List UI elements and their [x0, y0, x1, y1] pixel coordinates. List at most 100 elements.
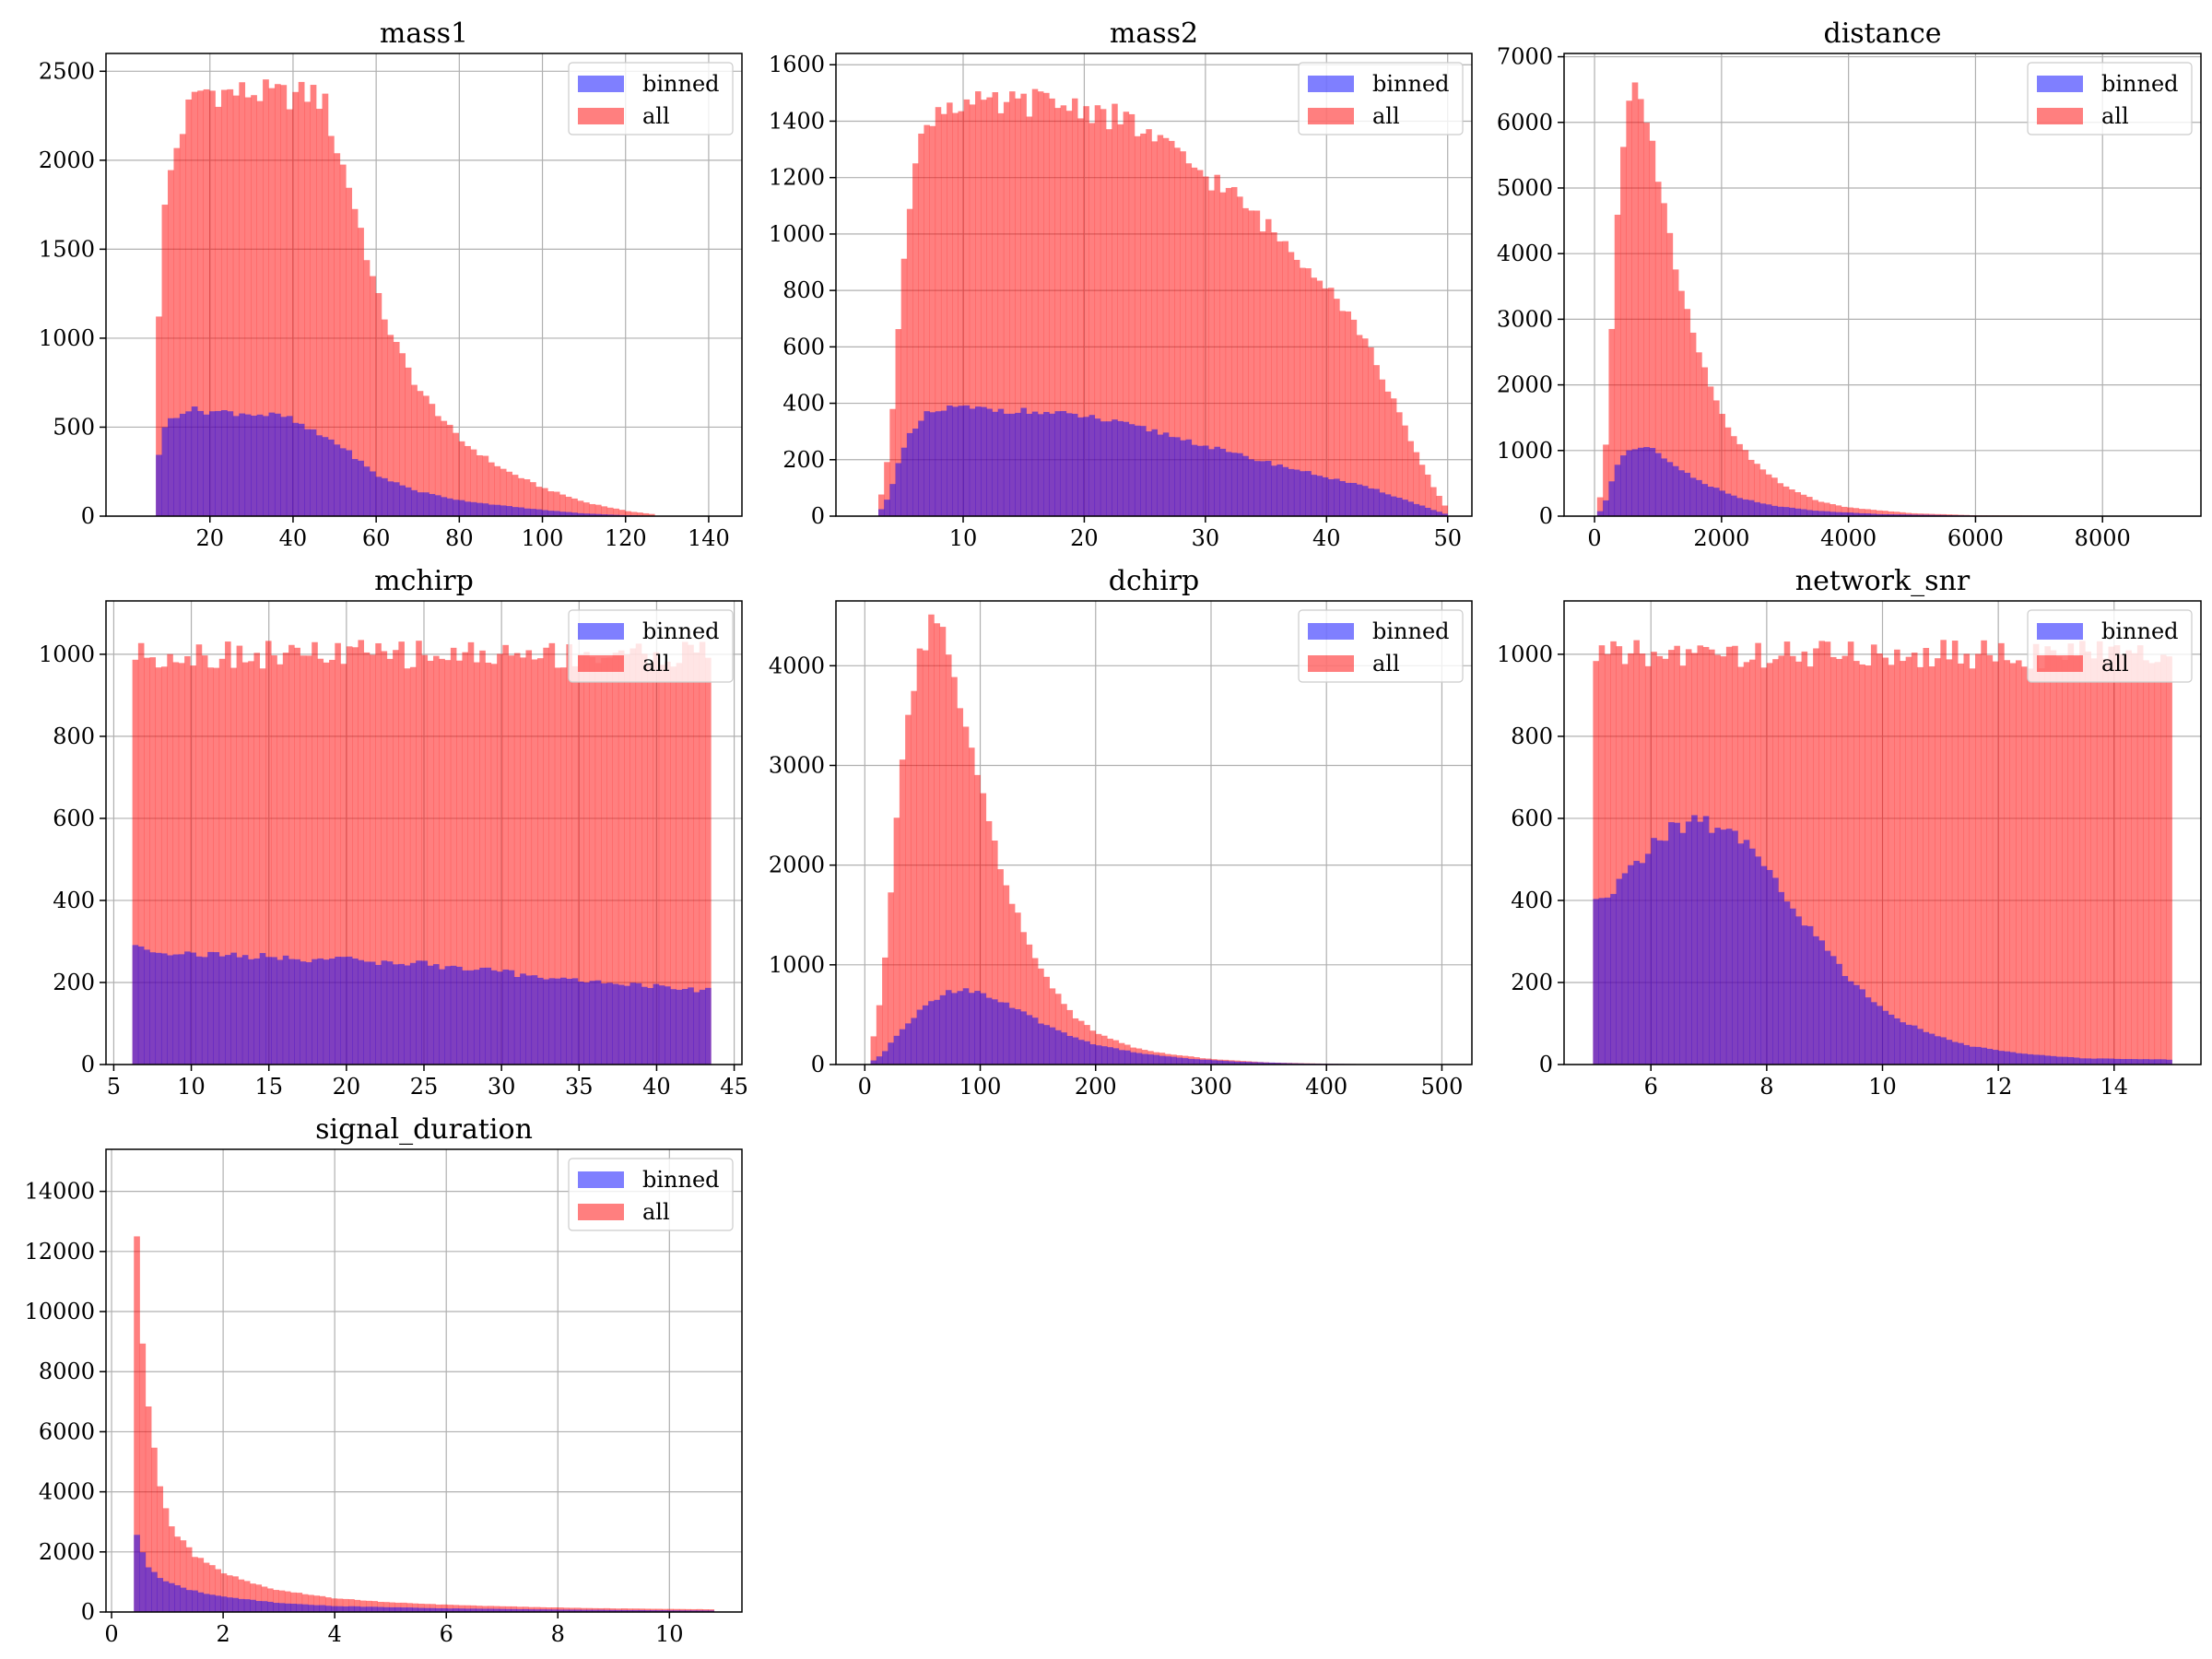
bar-all	[1649, 140, 1656, 517]
bar-all	[1610, 641, 1617, 1065]
bar-all	[322, 93, 329, 516]
bar-binned	[423, 492, 429, 516]
legend-label-all: all	[2101, 103, 2129, 129]
bar-all	[1049, 988, 1056, 1065]
bar-binned	[912, 429, 919, 516]
bar-binned	[1911, 514, 1918, 516]
bar-all	[2021, 666, 2028, 1065]
bar-all	[1265, 218, 1272, 516]
bar-binned	[263, 416, 269, 516]
bar-all	[168, 170, 174, 516]
bar-binned	[424, 1607, 430, 1612]
bar-binned	[389, 1606, 395, 1612]
bar-all	[1065, 111, 1073, 516]
bar-binned	[1835, 512, 1842, 516]
bar-binned	[1402, 500, 1408, 516]
bar-binned	[497, 971, 503, 1065]
bar-binned	[265, 957, 272, 1065]
bar-all	[1765, 474, 1772, 516]
bar-all	[207, 667, 214, 1065]
bar-all	[185, 1547, 193, 1612]
bar-all	[1174, 147, 1181, 516]
bar-all	[248, 661, 254, 1065]
bar-binned	[1083, 417, 1089, 516]
bar-all	[162, 1508, 170, 1612]
bar-binned	[1725, 829, 1733, 1065]
bar-all	[429, 404, 436, 516]
y-tick-label: 600	[53, 806, 95, 831]
bar-binned	[1219, 448, 1227, 516]
bar-binned	[508, 970, 515, 1065]
bar-binned	[1157, 434, 1164, 516]
bar-binned	[997, 408, 1005, 516]
bar-binned	[481, 1608, 488, 1612]
bar-binned	[1199, 1059, 1206, 1065]
x-tick-label: 8	[1759, 1074, 1773, 1100]
bar-binned	[500, 505, 507, 516]
bar-binned	[225, 955, 231, 1065]
bar-binned	[1112, 419, 1118, 516]
bar-all	[512, 475, 519, 516]
bar-binned	[215, 1595, 221, 1612]
bar-all	[1777, 483, 1784, 516]
bar-all	[1621, 664, 1629, 1065]
y-tick-label: 5000	[1497, 175, 1553, 201]
y-tick-label: 1400	[769, 108, 825, 134]
bar-all	[404, 668, 411, 1065]
y-tick-label: 500	[53, 414, 95, 440]
y-tick-label: 200	[1511, 970, 1553, 995]
bar-all	[630, 512, 638, 516]
bar-all	[1077, 118, 1084, 516]
bar-binned	[947, 406, 953, 516]
bar-binned	[1210, 1060, 1218, 1065]
bar-binned	[358, 460, 364, 516]
bar-binned	[2125, 1058, 2132, 1065]
bar-all	[571, 665, 579, 1065]
bar-binned	[1205, 1059, 1212, 1065]
bar-binned	[1065, 413, 1073, 516]
subplot-network_snr: 6 8 10 12 14 0 200 400 600 800 1000 network_snrbinn…	[1497, 565, 2202, 1100]
bar-all	[304, 101, 311, 516]
bar-binned	[1911, 1025, 1918, 1065]
bar-all	[1037, 91, 1044, 516]
bar-binned	[427, 965, 434, 1065]
bar-all	[490, 664, 498, 1065]
bar-binned	[1633, 861, 1640, 1065]
bar-binned	[884, 500, 890, 516]
bar-binned	[348, 1606, 355, 1612]
bar-binned	[1031, 411, 1039, 516]
y-tick-label: 1000	[1497, 438, 1553, 464]
bar-binned	[377, 1606, 384, 1612]
bar-all	[577, 500, 584, 516]
bar-all	[1847, 507, 1853, 516]
bar-binned	[1180, 440, 1186, 516]
bar-all	[280, 85, 288, 516]
bar-all	[220, 89, 228, 517]
bar-all	[986, 97, 993, 517]
bar-binned	[589, 513, 596, 516]
legend: binned all	[2027, 62, 2193, 135]
bar-binned	[369, 961, 376, 1065]
axes-frame	[835, 53, 1473, 517]
bar-all	[1282, 241, 1289, 516]
bar-binned	[1171, 1056, 1177, 1065]
bar-all	[594, 663, 602, 1065]
bar-all	[1847, 641, 1854, 1065]
bar-all	[1300, 267, 1306, 516]
x-tick-label: 0	[104, 1621, 118, 1647]
bar-binned	[1072, 413, 1078, 516]
bar-binned	[220, 1596, 228, 1612]
bar-binned	[1077, 417, 1084, 516]
bar-binned	[1305, 471, 1312, 516]
bar-binned	[1008, 1007, 1016, 1065]
bar-binned	[1153, 1054, 1159, 1065]
bar-binned	[1214, 446, 1220, 516]
bar-all	[1345, 311, 1352, 516]
subplot-dchirp: 0 100 200 300 400 500 0 1000 2000 3000 4000 dchirp b…	[769, 565, 1473, 1100]
bar-all	[450, 647, 457, 1065]
bar-binned	[1280, 1063, 1287, 1065]
bar-all	[1755, 642, 1761, 1065]
bar-all	[1043, 92, 1050, 516]
bar-all	[1230, 186, 1238, 517]
bar-binned	[327, 439, 335, 516]
